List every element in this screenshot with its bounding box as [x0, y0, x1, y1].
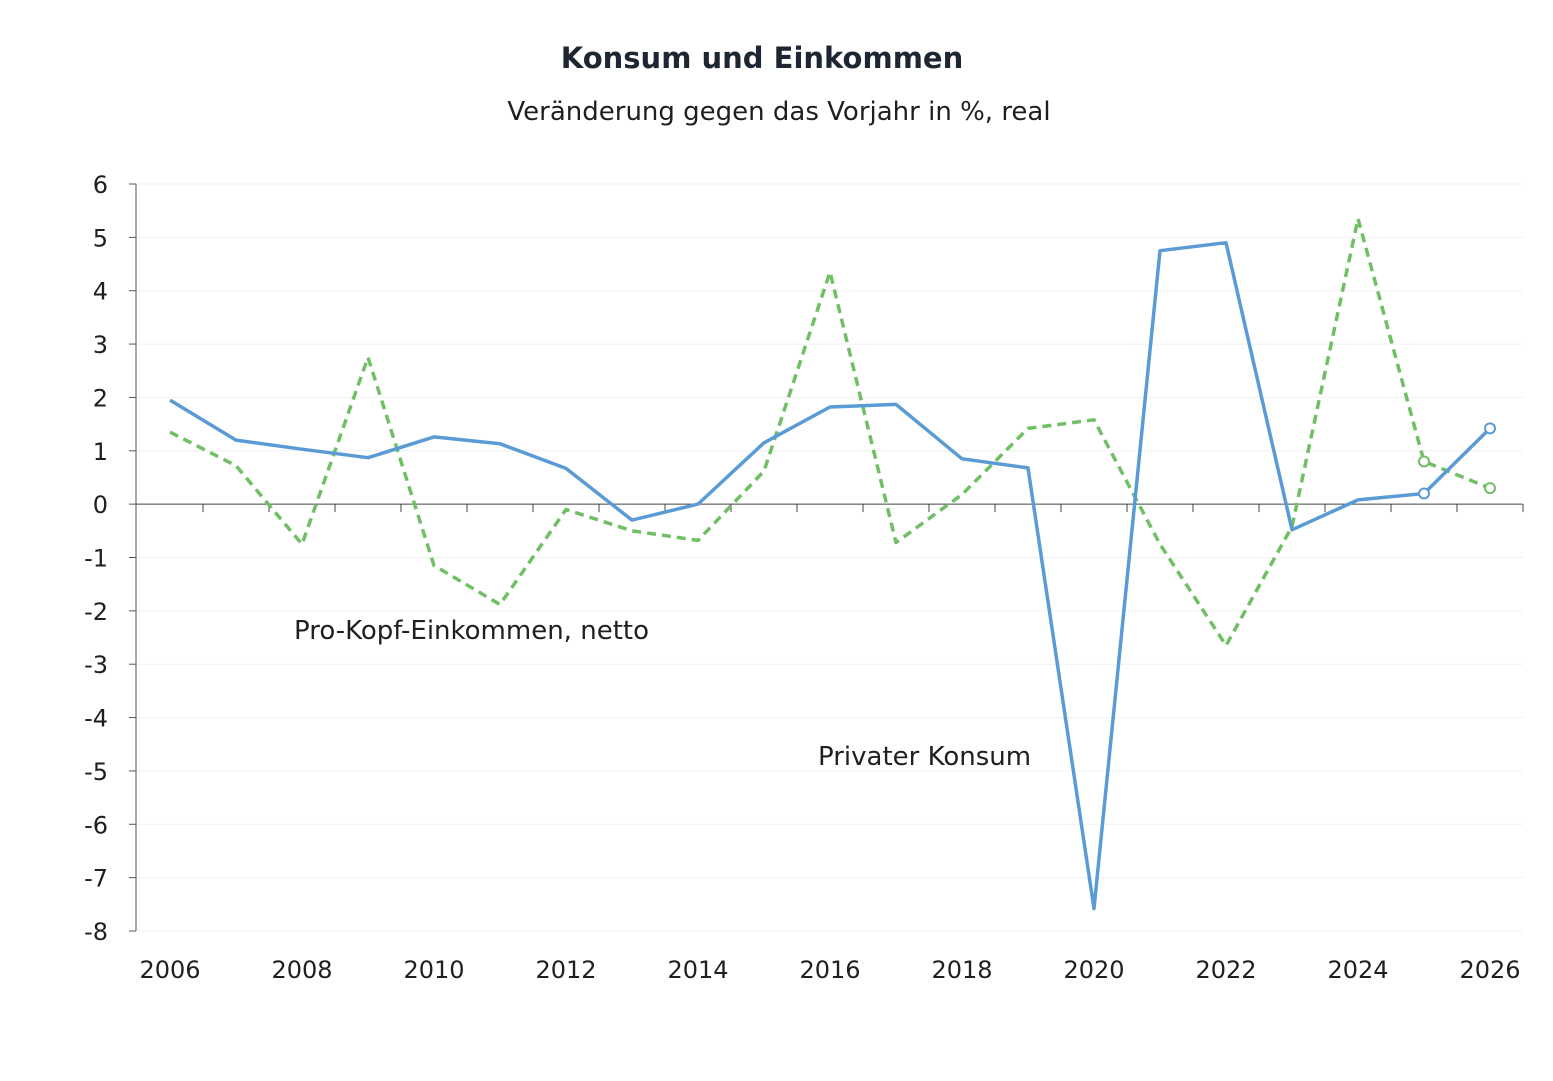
- forecast-marker: [1484, 422, 1496, 435]
- y-tick-label: 1: [93, 438, 108, 466]
- y-tick-label: -7: [84, 865, 108, 893]
- x-tick-label: 2018: [931, 956, 992, 984]
- x-tick-label: 2024: [1327, 956, 1388, 984]
- x-tick-label: 2020: [1063, 956, 1124, 984]
- y-tick-label: 6: [93, 171, 108, 199]
- x-tick-label: 2014: [667, 956, 728, 984]
- series-line-einkommen: [169, 216, 1491, 648]
- y-tick-label: 2: [93, 384, 108, 412]
- forecast-marker: [1484, 482, 1496, 495]
- forecast-marker: [1418, 487, 1430, 500]
- x-tick-label: 2008: [271, 956, 332, 984]
- y-tick-label: -2: [84, 598, 108, 626]
- x-tick-label: 2006: [139, 956, 200, 984]
- x-tick-label: 2012: [535, 956, 596, 984]
- chart-title: Konsum und Einkommen: [561, 41, 963, 75]
- x-tick-label: 2010: [403, 956, 464, 984]
- series-line-konsum: [169, 240, 1492, 911]
- y-tick-label: -5: [84, 758, 108, 786]
- x-axis-tick-labels: 2006 2008 2010 2012 2014 2016 2018 2020 2022 2024…: [139, 956, 1520, 984]
- y-tick-label: 0: [93, 491, 108, 519]
- y-tick-label: 5: [93, 224, 108, 252]
- y-tick-label: -3: [84, 651, 108, 679]
- chart-subtitle: Veränderung gegen das Vorjahr in %, real: [507, 97, 1050, 127]
- series-layer: [169, 216, 1496, 911]
- forecast-marker: [1418, 455, 1430, 468]
- annotation-konsum: Privater Konsum: [818, 742, 1031, 772]
- y-axis-tick-labels: 6 5 4 3 2 1 0 -1 -2 -3 -4 -5 -6 -7 -8: [84, 171, 108, 946]
- x-tick-label: 2016: [799, 956, 860, 984]
- annotation-einkommen: Pro-Kopf-Einkommen, netto: [294, 616, 649, 646]
- y-tick-label: 4: [93, 278, 108, 306]
- y-tick-label: -8: [84, 918, 108, 946]
- y-tick-label: 3: [93, 331, 108, 359]
- y-tick-label: -4: [84, 705, 108, 733]
- x-tick-label: 2022: [1195, 956, 1256, 984]
- y-tick-label: -6: [84, 811, 108, 839]
- y-tick-label: -1: [84, 545, 108, 573]
- x-tick-label: 2026: [1459, 956, 1520, 984]
- gridlines: [136, 183, 1523, 932]
